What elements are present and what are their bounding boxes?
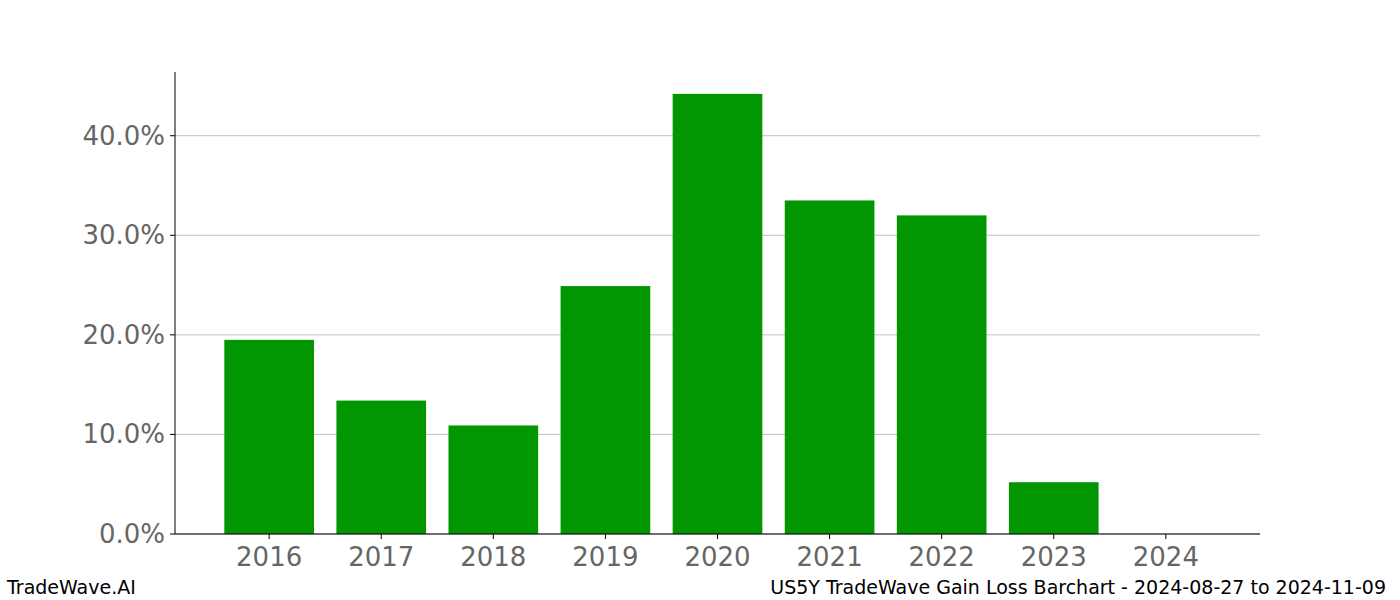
x-tick-label: 2022 [909,542,975,572]
bar [785,200,875,534]
bar [448,425,538,534]
x-tick [605,534,606,539]
y-tick [170,135,175,136]
y-tick-label: 10.0% [82,419,165,449]
bar [897,215,987,534]
y-tick-label: 40.0% [82,121,165,151]
grid-line [175,534,1260,535]
y-tick-label: 30.0% [82,220,165,250]
y-tick-label: 20.0% [82,320,165,350]
chart: 0.0% 10.0% 20.0% 30.0% 40.0% 2016 2017 2018 2019… [0,0,1400,600]
y-tick [170,334,175,335]
x-tick [717,534,718,539]
bar [673,94,763,534]
x-tick [1053,534,1054,539]
bar [561,286,651,534]
bar [224,340,314,534]
x-tick [381,534,382,539]
x-tick-label: 2023 [1021,542,1087,572]
y-axis-line [175,72,176,534]
bars [224,94,1098,534]
x-tick [829,534,830,539]
x-tick-label: 2024 [1133,542,1199,572]
x-tick-label: 2018 [460,542,526,572]
x-tick-label: 2021 [797,542,863,572]
bar [1009,482,1099,534]
x-tick-label: 2020 [684,542,750,572]
source: TradeWave.AI [6,576,136,598]
x-tick [1165,534,1166,539]
x-tick-label: 2016 [236,542,302,572]
y-tick [170,534,175,535]
x-tick [941,534,942,539]
x-tick-label: 2019 [572,542,638,572]
bar [336,401,426,534]
y-tick [170,434,175,435]
x-tick [493,534,494,539]
x-axis-line [175,534,1260,535]
x-tick [269,534,270,539]
title: US5Y TradeWave Gain Loss Barchart - 2024… [770,576,1386,598]
x-tick-label: 2017 [348,542,414,572]
y-tick-label: 0.0% [99,519,165,549]
y-tick [170,235,175,236]
